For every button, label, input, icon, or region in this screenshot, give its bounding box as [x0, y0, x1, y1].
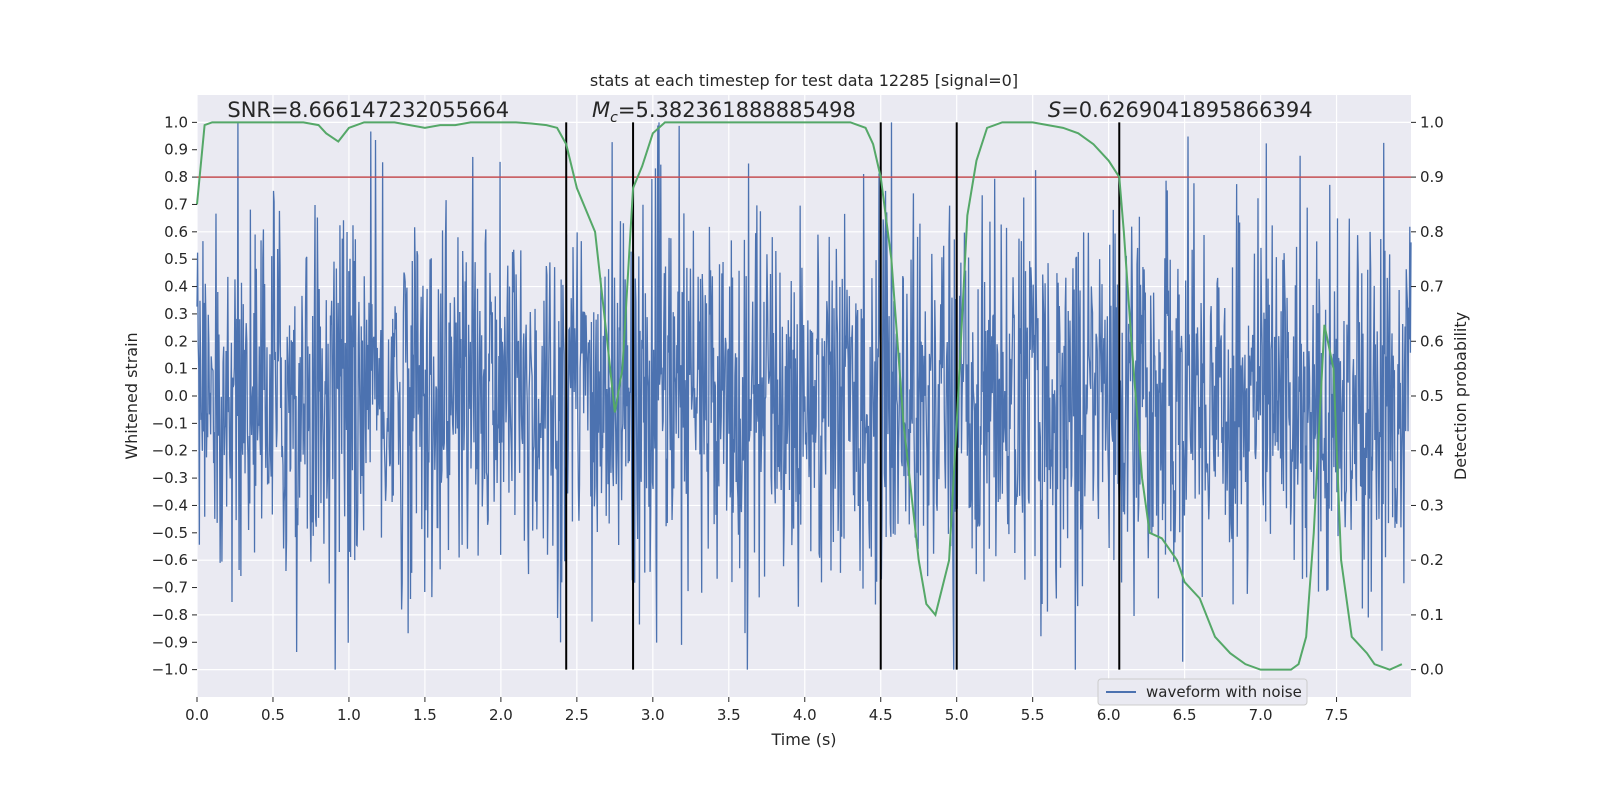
waveform-series: [196, 122, 1412, 670]
left-tick-label: −0.2: [152, 442, 188, 460]
x-tick-label: 3.0: [641, 706, 665, 724]
legend: waveform with noise: [1097, 678, 1308, 706]
left-tick-label: 0.3: [164, 305, 188, 323]
x-tick-label: 2.5: [565, 706, 589, 724]
left-tick-label: 1.0: [164, 113, 188, 131]
probability-series: [196, 121, 1403, 671]
right-tick-label: 0.1: [1420, 606, 1444, 624]
x-tick-label: 7.5: [1325, 706, 1349, 724]
y-axis-label-left: Whitened strain: [122, 332, 141, 459]
x-tick-label: 0.5: [261, 706, 285, 724]
right-tick-label: 0.3: [1420, 496, 1444, 514]
waveform-line: [196, 122, 1412, 670]
x-tick-label: 4.0: [793, 706, 817, 724]
right-tick-label: 0.0: [1420, 661, 1444, 679]
left-tick-label: −1.0: [152, 661, 188, 679]
right-tick-label: 1.0: [1420, 113, 1444, 131]
right-tick-label: 0.4: [1420, 442, 1444, 460]
left-tick-label: −0.8: [152, 606, 188, 624]
left-tick-label: 0.1: [164, 360, 188, 378]
left-axis-ticks: −1.0 −0.9 −0.8 −0.7 −0.6 −0.5 −0.4 −0.3 −0.2 −0.1…: [152, 113, 197, 679]
right-tick-label: 0.7: [1420, 278, 1444, 296]
chart-title: stats at each timestep for test data 122…: [590, 71, 1018, 90]
x-tick-label: 2.0: [489, 706, 513, 724]
left-tick-label: 0.2: [164, 332, 188, 350]
probability-line: [196, 121, 1403, 671]
x-tick-label: 6.5: [1173, 706, 1197, 724]
x-tick-label: 7.0: [1249, 706, 1273, 724]
right-tick-label: 0.5: [1420, 387, 1444, 405]
vertical-markers: [565, 122, 1121, 670]
x-tick-label: 0.0: [185, 706, 209, 724]
right-tick-label: 0.9: [1420, 168, 1444, 186]
annotation-0: SNR=8.666147232055664: [227, 98, 509, 122]
annotation-2: S=0.6269041895866394: [1048, 98, 1313, 122]
x-tick-label: 3.5: [717, 706, 741, 724]
legend-box: [1097, 678, 1308, 706]
x-tick-label: 1.0: [337, 706, 361, 724]
annotation-1: Mc=5.382361888885498: [592, 98, 856, 126]
x-tick-label: 5.0: [945, 706, 969, 724]
left-tick-label: 0.9: [164, 141, 188, 159]
x-axis-label: Time (s): [770, 730, 836, 749]
right-tick-label: 0.2: [1420, 551, 1444, 569]
left-tick-label: 0.5: [164, 250, 188, 268]
annotations: SNR=8.666147232055664 Mc=5.38236188888549…: [227, 98, 1312, 126]
left-tick-label: −0.6: [152, 551, 188, 569]
left-tick-label: 0.7: [164, 195, 188, 213]
y-axis-label-right: Detection probability: [1451, 312, 1470, 480]
left-tick-label: −0.1: [152, 414, 188, 432]
left-tick-label: 0.8: [164, 168, 188, 186]
left-tick-label: −0.9: [152, 633, 188, 651]
x-tick-label: 5.5: [1021, 706, 1045, 724]
left-tick-label: 0.0: [164, 387, 188, 405]
right-tick-label: 0.6: [1420, 332, 1444, 350]
x-tick-label: 4.5: [869, 706, 893, 724]
x-tick-label: 6.0: [1097, 706, 1121, 724]
x-axis-ticks: 0.0 0.5 1.0 1.5 2.0 2.5 3.0 3.5 4.0 4.5 5.0 5.5 6.0 6…: [185, 697, 1348, 724]
left-tick-label: −0.3: [152, 469, 188, 487]
x-tick-label: 1.5: [413, 706, 437, 724]
right-tick-label: 0.8: [1420, 223, 1444, 241]
right-axis-ticks: 0.0 0.1 0.2 0.3 0.4 0.5 0.6 0.7 0.8 0.9 1.0: [1411, 113, 1444, 679]
legend-label-waveform: waveform with noise: [1146, 683, 1302, 701]
left-tick-label: 0.6: [164, 223, 188, 241]
left-tick-label: −0.7: [152, 579, 188, 597]
left-tick-label: −0.4: [152, 496, 188, 514]
left-tick-label: −0.5: [152, 524, 188, 542]
left-tick-label: 0.4: [164, 278, 188, 296]
